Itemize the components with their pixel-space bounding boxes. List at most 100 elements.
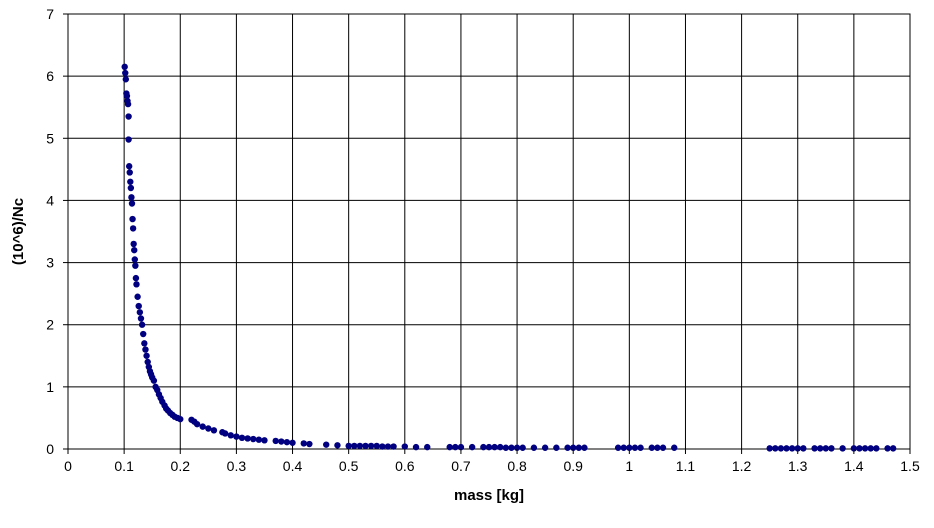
data-point [250, 435, 257, 443]
data-point [334, 442, 341, 449]
data-point [861, 445, 869, 452]
data-point [816, 445, 824, 452]
data-point [772, 445, 779, 452]
y-tick-label: 3 [46, 255, 54, 271]
x-tick-label: 1.5 [900, 458, 920, 474]
x-tick-label: 0.4 [283, 458, 303, 474]
x-tick-label: 0.5 [339, 458, 359, 474]
x-tick-label: 0 [64, 458, 72, 474]
data-point [300, 440, 307, 447]
data-point [457, 443, 465, 451]
data-point [541, 444, 549, 451]
data-point [424, 443, 431, 451]
data-point [519, 444, 526, 451]
x-tick-label: 1 [625, 458, 633, 474]
data-point [513, 444, 521, 451]
data-point [873, 445, 880, 452]
data-point [581, 444, 588, 451]
data-point [502, 444, 510, 451]
data-point [620, 444, 627, 451]
data-point [272, 437, 279, 445]
data-point [828, 445, 835, 452]
data-point [289, 439, 296, 446]
data-point [129, 215, 136, 223]
data-point [238, 434, 246, 442]
x-tick-label: 1.1 [676, 458, 696, 474]
data-point [401, 443, 408, 450]
data-point [140, 330, 147, 338]
data-point [233, 433, 240, 440]
data-point [671, 444, 678, 451]
data-point [783, 445, 790, 452]
data-point [390, 443, 397, 450]
data-point [412, 443, 420, 451]
data-point [822, 445, 829, 452]
data-point [345, 442, 352, 450]
data-point [278, 438, 285, 445]
data-point [135, 302, 142, 310]
x-tick-label: 0.7 [451, 458, 471, 474]
data-point [128, 194, 135, 201]
data-point [129, 225, 137, 232]
y-tick-label: 0 [46, 441, 54, 457]
data-point [373, 442, 380, 450]
data-point [125, 136, 132, 143]
data-point [553, 444, 560, 451]
y-tick-label: 2 [46, 317, 54, 333]
data-point [800, 445, 807, 452]
data-point [199, 423, 206, 430]
y-axis-title: (10^6)/Nc [10, 198, 27, 265]
data-point [141, 340, 148, 347]
data-point [659, 444, 667, 451]
data-point [244, 435, 251, 442]
data-point [283, 438, 291, 446]
data-point [351, 442, 358, 450]
data-point [150, 377, 158, 384]
data-point [142, 346, 149, 353]
x-tick-label: 1.2 [732, 458, 752, 474]
data-point [125, 163, 133, 170]
data-point [227, 432, 234, 439]
data-point [654, 444, 661, 451]
data-point [261, 437, 268, 444]
data-point [221, 430, 229, 437]
data-point [648, 444, 655, 451]
data-point [379, 443, 386, 450]
data-point [867, 445, 874, 452]
data-point [255, 436, 263, 443]
data-point [530, 444, 538, 451]
data-point [131, 246, 138, 254]
data-point [138, 321, 146, 328]
data-point [121, 63, 128, 71]
data-point [794, 445, 801, 452]
data-point [130, 240, 137, 248]
data-point [356, 442, 364, 450]
data-point [132, 262, 139, 269]
data-point [122, 76, 130, 83]
data-point [143, 352, 150, 359]
data-point [856, 445, 863, 452]
x-tick-label: 0.9 [563, 458, 583, 474]
data-point [306, 440, 313, 448]
x-tick-label: 0.2 [171, 458, 191, 474]
data-points [121, 63, 897, 452]
data-point [323, 441, 330, 448]
data-point [884, 445, 891, 452]
plot-area [67, 13, 911, 450]
data-point [128, 200, 136, 207]
data-point [122, 69, 129, 77]
data-point [132, 274, 140, 282]
data-point [124, 100, 132, 108]
data-point [144, 358, 151, 366]
data-point [367, 442, 375, 450]
data-point [134, 293, 141, 300]
gridlines [67, 13, 911, 450]
data-point [508, 444, 515, 451]
data-point [384, 443, 392, 450]
data-point [446, 443, 453, 451]
data-point [177, 415, 184, 423]
data-point [452, 443, 459, 451]
data-point [127, 184, 135, 192]
